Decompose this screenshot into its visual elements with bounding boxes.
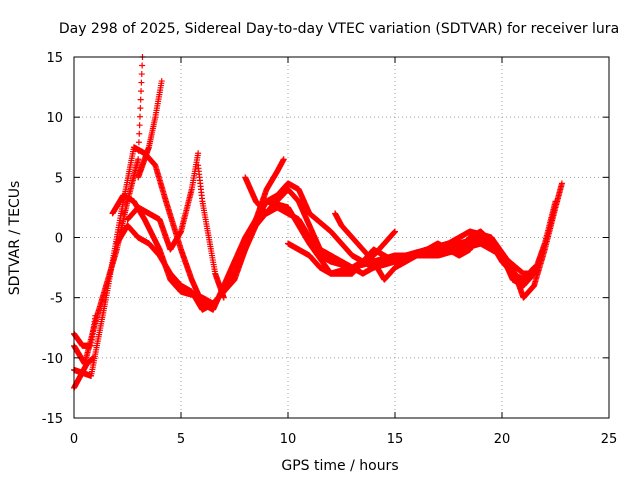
data-point-marker xyxy=(135,156,142,163)
data-point-marker xyxy=(158,78,165,85)
data-point-marker xyxy=(392,228,398,235)
data-point-marker xyxy=(552,198,559,205)
data-point-marker xyxy=(139,62,146,69)
data-point-marker xyxy=(135,139,142,146)
data-point-marker xyxy=(136,113,143,120)
data-point-marker xyxy=(137,96,144,103)
series-track xyxy=(124,150,202,253)
data-point-marker xyxy=(138,88,145,95)
data-point-marker xyxy=(220,294,227,301)
data-point-marker xyxy=(136,122,143,129)
data-point-marker xyxy=(138,79,145,86)
data-points xyxy=(71,54,565,391)
data-point-marker xyxy=(195,150,202,157)
data-point-marker xyxy=(558,180,565,187)
series-track xyxy=(71,144,398,379)
grid xyxy=(74,57,609,418)
series-track xyxy=(195,162,227,301)
series-track xyxy=(135,78,165,181)
series-track xyxy=(109,180,565,307)
data-point-marker xyxy=(136,130,143,137)
data-point-marker xyxy=(137,105,144,112)
data-point-marker xyxy=(138,71,145,78)
